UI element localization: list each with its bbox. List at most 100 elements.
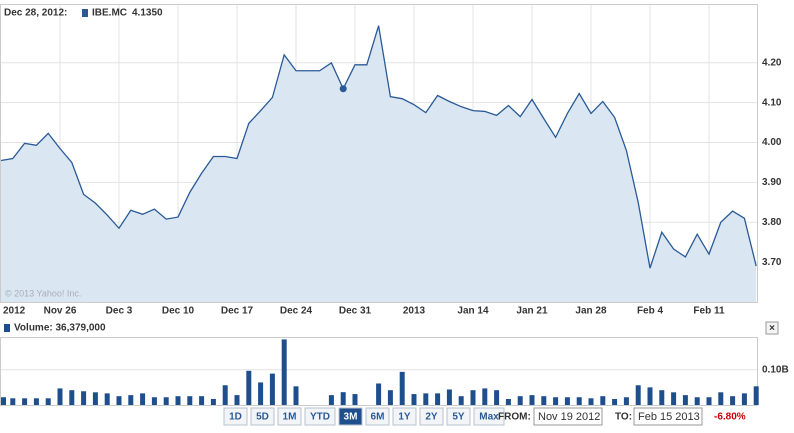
range-button-box[interactable]	[392, 407, 417, 426]
bar	[22, 398, 28, 405]
range-button[interactable]: 1D	[229, 412, 242, 423]
legend-swatch	[4, 324, 10, 332]
bar	[175, 396, 181, 405]
x-tick-label: Nov 26	[44, 306, 77, 317]
bar	[470, 390, 476, 405]
bar	[435, 393, 441, 405]
line	[0, 25, 757, 269]
highlight-dot	[339, 85, 347, 93]
bar	[187, 396, 193, 405]
bar	[57, 388, 63, 405]
from-input[interactable]: Nov 19 2012	[538, 411, 600, 423]
bar	[659, 390, 665, 405]
bar	[33, 398, 39, 405]
range-button-box[interactable]	[277, 407, 302, 426]
bar	[706, 397, 712, 405]
bar	[517, 396, 523, 405]
bar	[45, 398, 51, 405]
range-button-box[interactable]	[338, 407, 363, 426]
bar	[541, 396, 547, 405]
bar	[635, 385, 641, 405]
bar	[163, 397, 169, 405]
bar	[529, 395, 535, 405]
legend-value: 4.1350	[132, 8, 163, 19]
range-button[interactable]: 5D	[256, 412, 269, 423]
bar	[399, 371, 405, 405]
x-tick-label: Dec 10	[162, 306, 195, 317]
to-input[interactable]: Feb 15 2013	[638, 411, 700, 423]
bar	[340, 392, 346, 405]
range-button[interactable]: 5Y	[452, 412, 465, 423]
range-button-box[interactable]	[473, 407, 505, 426]
bar	[258, 382, 264, 405]
range-button[interactable]: 1M	[283, 412, 297, 423]
close-box[interactable]	[765, 321, 779, 335]
watermark: © 2013 Yahoo! Inc.	[5, 288, 81, 298]
x-tick-label: 2013	[403, 306, 426, 317]
to-label: TO:	[615, 412, 632, 423]
y-tick-label: 3.70	[762, 257, 782, 268]
bar	[328, 395, 334, 405]
x-tick-label: Dec 17	[221, 306, 254, 317]
bar	[694, 397, 700, 405]
bar	[564, 397, 570, 405]
bar	[128, 395, 134, 405]
range-button-box[interactable]	[419, 407, 444, 426]
range-button-box[interactable]	[446, 407, 471, 426]
close-button[interactable]: ×	[769, 323, 775, 334]
bar	[423, 393, 429, 405]
bar	[234, 395, 240, 405]
bar	[588, 398, 594, 405]
bar	[682, 395, 688, 405]
bar	[69, 390, 75, 405]
bar	[411, 394, 417, 405]
range-button[interactable]: 3M	[344, 412, 358, 423]
range-button-box[interactable]	[304, 407, 336, 426]
y-tick-label: 4.20	[762, 57, 782, 68]
range-button-box[interactable]	[365, 407, 390, 426]
bar	[494, 390, 500, 405]
range-button[interactable]: YTD	[310, 412, 330, 423]
range-button[interactable]: Max	[479, 412, 499, 423]
bar	[10, 398, 16, 405]
header-date: Dec 28, 2012:	[4, 8, 67, 19]
x-tick-label: Dec 24	[280, 306, 313, 317]
y-tick-label: 3.80	[762, 217, 782, 228]
x-tick-label: Jan 21	[516, 306, 548, 317]
bar	[352, 394, 358, 405]
range-button[interactable]: 1Y	[398, 412, 411, 423]
x-tick-label: Feb 11	[693, 306, 725, 317]
bar	[623, 397, 629, 405]
bar	[281, 339, 287, 405]
bar	[387, 390, 393, 405]
bar	[293, 386, 299, 405]
bar	[718, 392, 724, 405]
bar	[376, 383, 382, 405]
bar	[446, 389, 452, 405]
bar	[576, 397, 582, 405]
to-input-box[interactable]	[633, 407, 703, 426]
bar	[553, 397, 559, 405]
bar	[269, 373, 275, 405]
bar	[199, 396, 205, 405]
from-input-box[interactable]	[533, 407, 603, 426]
from-label: FROM:	[498, 412, 531, 423]
change: -6.80%	[714, 412, 746, 423]
x-tick-label: Dec 3	[106, 306, 133, 317]
area-fill	[1, 25, 757, 303]
bar	[92, 392, 98, 405]
range-button[interactable]: 2Y	[425, 412, 438, 423]
x-tick-label: Jan 14	[457, 306, 489, 317]
range-button-box[interactable]	[223, 407, 248, 426]
bar	[612, 399, 618, 405]
bar	[116, 396, 122, 405]
y-tick-label: 4.00	[762, 137, 782, 148]
x-tick-label: Jan 28	[575, 306, 607, 317]
x-tick-label: Feb 4	[637, 306, 664, 317]
bar	[505, 399, 511, 405]
range-button-box[interactable]	[250, 407, 275, 426]
bar	[140, 393, 146, 405]
range-button[interactable]: 6M	[371, 412, 385, 423]
bar	[151, 397, 157, 405]
